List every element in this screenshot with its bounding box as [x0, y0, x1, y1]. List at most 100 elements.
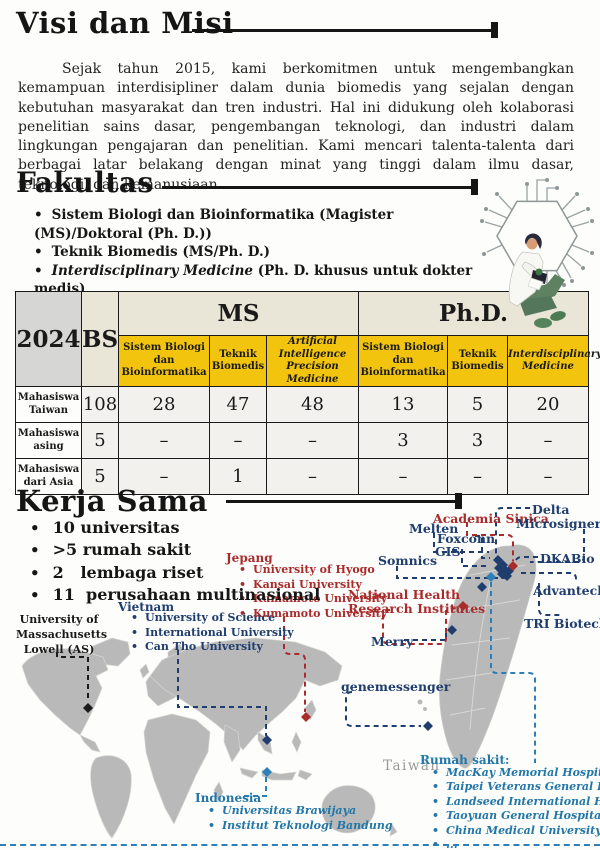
marker-genemessenger	[423, 721, 433, 731]
fakultas-item-text: Teknik Biomedis (MS/Ph. D.)	[51, 244, 271, 261]
fakultas-item-name: Interdisciplinary Medicine	[51, 262, 253, 279]
table-subheader: Teknik Biomedis	[209, 335, 267, 387]
umass-label: University of Massachusetts Lowell (AS)	[16, 612, 108, 657]
red-markers	[301, 561, 518, 722]
connector-genemessenger	[345, 691, 421, 727]
marker-nhri	[458, 601, 468, 611]
connector-vietnam	[177, 650, 267, 736]
table-cell: 5	[81, 458, 119, 495]
partnership-map: Melten Academia Sinica Foxconn GIS Somni…	[0, 480, 600, 850]
table-cell: –	[507, 422, 589, 459]
table-cell: 1	[209, 458, 267, 495]
connector-somnics	[396, 566, 506, 579]
rule-line	[226, 499, 455, 503]
umass-line: University of	[19, 613, 99, 626]
table-cell: 5	[81, 422, 119, 459]
table-cell: 108	[81, 386, 119, 423]
taiwan-map	[417, 544, 537, 769]
table-cell: 3	[358, 422, 448, 459]
section-rule	[226, 493, 462, 509]
rule-line	[162, 185, 471, 189]
black-markers	[83, 703, 93, 713]
hospital-item: MacKay Memorial Hospital	[432, 766, 600, 780]
section-rule	[192, 22, 498, 38]
table-cell: 5	[447, 386, 508, 423]
stat-item: 10 universitas	[30, 517, 320, 539]
fakultas-item: Sistem Biologi dan Bioinformatika (Magis…	[34, 206, 504, 243]
navy-connectors	[177, 507, 585, 736]
table-subheader: Sistem Biologi dan Bioinformatika	[118, 335, 210, 387]
navy-markers	[262, 555, 514, 745]
stat-item: 2 lembaga riset	[30, 562, 320, 584]
rule-endcap	[471, 179, 478, 195]
marker-vietnam	[262, 735, 272, 745]
connector-hospitals	[490, 582, 536, 763]
visi-misi-title: Visi dan Misi	[16, 6, 234, 40]
indonesia-title: Indonesia	[195, 791, 262, 805]
kerja-sama-title: Kerja Sama	[16, 484, 208, 518]
table-cell: 13	[358, 386, 448, 423]
table-cell: 47	[209, 386, 267, 423]
indonesia-list: Universitas Brawijaya Institut Teknologi…	[208, 804, 393, 834]
partner-label-foxconn: Foxconn	[437, 531, 496, 546]
marker-umass	[83, 703, 93, 713]
stat-item: >5 rumah sakit	[30, 539, 320, 561]
table-cell: –	[266, 422, 359, 459]
partner-label-academia-sinica: Academia Sinica	[433, 511, 549, 526]
connector-foxconn	[475, 535, 490, 559]
rule-line	[192, 28, 491, 32]
marker-merry	[447, 625, 457, 635]
table-year-cell: 2024	[15, 291, 82, 387]
hospital-item: Taoyuan General Hospital	[432, 809, 600, 823]
black-connectors	[56, 652, 89, 702]
hospital-item: Landseed International Hospital	[432, 795, 600, 809]
table-row: Mahasiswa Taiwan 108 28 47 48 13 5 20	[15, 386, 589, 423]
table-cell: 28	[118, 386, 210, 423]
stat-item: 11 perusahaan multinasional	[30, 584, 321, 606]
red-connectors	[283, 522, 514, 712]
table-cell: 3	[447, 422, 508, 459]
table-bs-header: BS	[81, 291, 119, 387]
partner-label-melten: Melten	[409, 521, 459, 536]
fakultas-item-text: Sistem Biologi dan Bioinformatika (Magis…	[34, 207, 394, 242]
partner-label-microsignerapy: Microsignerapy	[516, 516, 600, 531]
table-row: Mahasiswa dari Asia 5 – 1 – – – –	[15, 458, 589, 495]
row-label: Mahasiswa asing	[15, 422, 82, 459]
scientist-illustration	[480, 178, 594, 328]
marker-indonesia	[262, 767, 272, 777]
partner-label-genemessenger: genemessenger	[341, 679, 451, 694]
connector-merry	[404, 633, 447, 641]
marker-academia-sinica	[508, 561, 518, 571]
indonesia-item: Universitas Brawijaya	[208, 804, 393, 819]
section-rule	[162, 179, 478, 195]
table-row: Mahasiswa asing 5 – – – 3 3 –	[15, 422, 589, 459]
table-ms-header: MS	[118, 291, 359, 336]
partner-label-advantech: Advantech	[533, 583, 600, 598]
connector-indonesia	[244, 777, 267, 797]
umass-line: Lowell (AS)	[23, 643, 95, 656]
taiwan-map-label: Taiwan	[383, 758, 441, 774]
indonesia-item: Institut Teknologi Bandung	[208, 819, 392, 834]
table-cell: –	[266, 458, 359, 495]
table-cell: –	[358, 458, 448, 495]
partner-label-somnics: Somnics	[378, 553, 438, 568]
vietnam-item: International University	[131, 626, 294, 641]
connector-gis	[452, 549, 490, 567]
connector-advantech	[521, 572, 577, 581]
marker-jepang	[301, 712, 311, 722]
hospital-item: Taipei Veterans General Hospital	[432, 780, 600, 794]
fakultas-title: Fakultas	[16, 166, 154, 199]
lightblue-connectors	[244, 582, 536, 797]
partner-label-delta: Delta	[532, 502, 570, 517]
hospital-item: China Medical University Hospital	[432, 824, 600, 838]
scientist-figure	[508, 233, 566, 328]
bottom-divider	[0, 844, 600, 846]
rumah-sakit-list: MacKay Memorial Hospital Taipei Veterans…	[432, 766, 600, 850]
connector-melten	[433, 533, 489, 553]
rule-endcap	[491, 22, 498, 38]
table-cell: –	[507, 458, 589, 495]
kerja-sama-stats: 10 universitas >5 rumah sakit 2 lembaga …	[30, 517, 321, 606]
table-subheader: Teknik Biomedis	[447, 335, 508, 387]
umass-line: Massachusetts	[16, 628, 108, 641]
table-cell: –	[118, 422, 210, 459]
